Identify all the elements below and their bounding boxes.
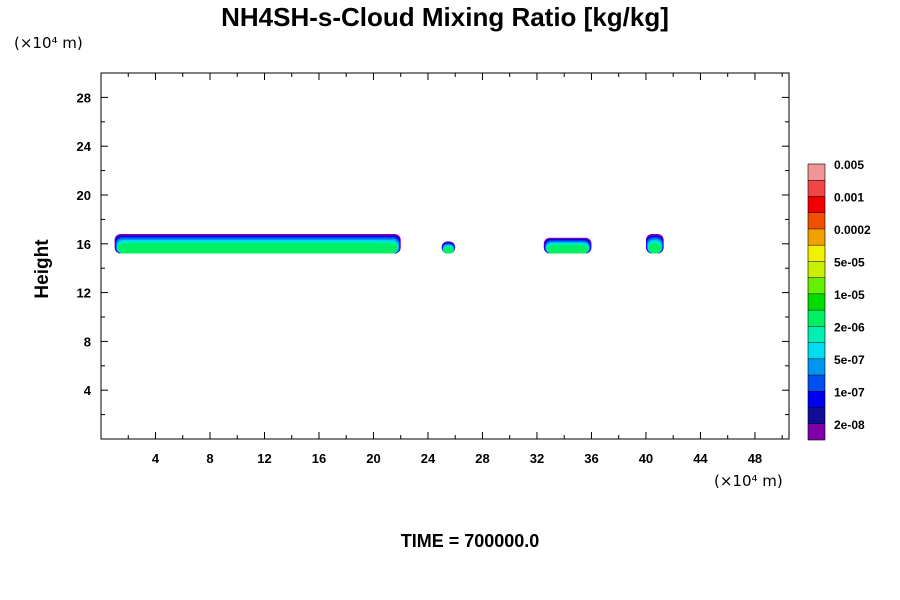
colorbar-swatch <box>808 375 825 392</box>
colorbar-swatch <box>808 277 825 294</box>
x-unit-note: (×10⁴ m) <box>714 472 783 490</box>
colorbar-label: 5e-05 <box>834 255 865 269</box>
y-unit-note: (×10⁴ m) <box>14 34 83 52</box>
cloud-band <box>118 243 398 254</box>
x-tick-label: 28 <box>475 451 489 466</box>
colorbar-swatch <box>808 391 825 408</box>
chart-title: NH4SH-s-Cloud Mixing Ratio [kg/kg] <box>221 2 669 32</box>
x-tick-label: 16 <box>312 451 326 466</box>
colorbar-swatch <box>808 228 825 246</box>
colorbar-label: 5e-07 <box>834 353 865 367</box>
colorbar-swatch <box>808 342 825 359</box>
time-label: TIME = 700000.0 <box>400 531 540 551</box>
colorbar-swatch <box>808 423 825 440</box>
x-tick-label: 20 <box>366 451 380 466</box>
x-tick-label: 32 <box>530 451 544 466</box>
cloud-band <box>547 245 589 254</box>
colorbar-swatch <box>808 196 825 213</box>
colorbar-label: 0.005 <box>834 158 864 172</box>
x-tick-label: 12 <box>257 451 271 466</box>
colorbar-swatch <box>808 212 825 229</box>
y-tick-label: 8 <box>84 334 91 349</box>
y-tick-label: 20 <box>77 188 91 203</box>
y-tick-label: 28 <box>77 90 91 105</box>
colorbar-swatch <box>808 180 825 197</box>
colorbar-swatch <box>808 293 825 311</box>
x-tick-label: 48 <box>748 451 762 466</box>
x-tick-label: 8 <box>206 451 213 466</box>
colorbar-swatch <box>808 326 825 343</box>
colorbar-swatch <box>808 164 825 181</box>
y-tick-label: 4 <box>84 383 92 398</box>
x-tick-label: 40 <box>639 451 653 466</box>
y-tick-label: 12 <box>77 286 91 301</box>
x-tick-label: 36 <box>584 451 598 466</box>
colorbar-swatch <box>808 358 825 376</box>
colorbar-label: 2e-06 <box>834 320 865 334</box>
plot-frame <box>100 72 790 440</box>
cloud-band <box>443 247 454 254</box>
x-tick-label: 44 <box>693 451 708 466</box>
colorbar-label: 1e-05 <box>834 288 865 302</box>
y-tick-label: 16 <box>77 237 91 252</box>
colorbar-swatch <box>808 245 825 262</box>
y-tick-label: 24 <box>77 139 92 154</box>
colorbar-label: 2e-08 <box>834 418 865 432</box>
colorbar-label: 0.001 <box>834 190 864 204</box>
colorbar-label: 0.0002 <box>834 223 871 237</box>
colorbar-frame <box>807 163 826 441</box>
colorbar-label: 1e-07 <box>834 385 865 399</box>
colorbar-swatch <box>808 310 825 327</box>
colorbar-swatch <box>808 407 825 424</box>
cloud-band <box>648 243 661 254</box>
colorbar-swatch <box>808 261 825 278</box>
x-tick-label: 24 <box>421 451 436 466</box>
x-tick-label: 4 <box>152 451 160 466</box>
